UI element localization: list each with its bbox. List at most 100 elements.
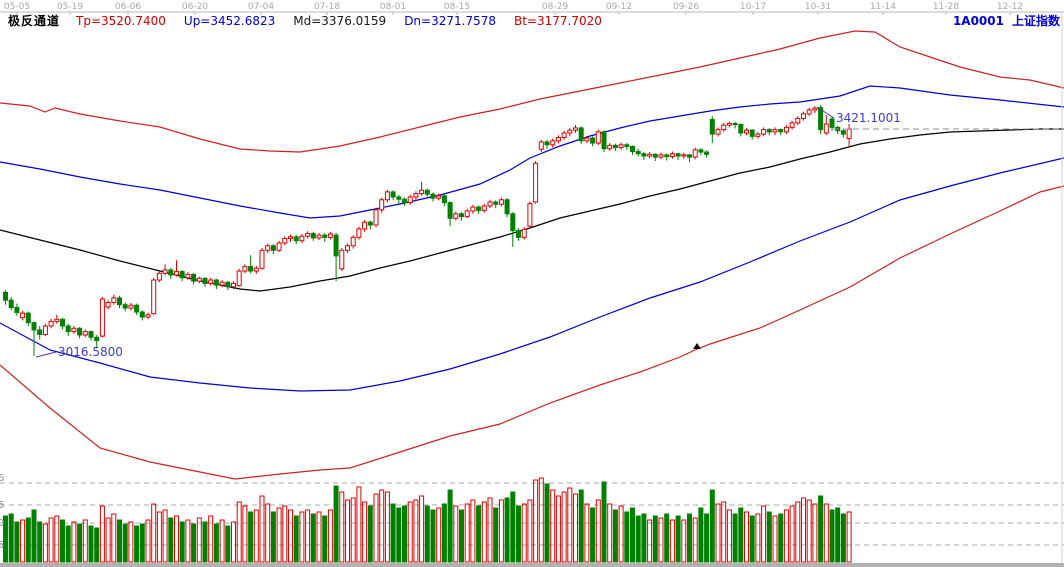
candle-body — [179, 271, 185, 279]
volume-bar — [94, 527, 100, 563]
volume-bar — [607, 503, 613, 563]
volume-bar — [219, 519, 225, 563]
volume-bar — [555, 495, 561, 563]
candle-body — [561, 132, 567, 138]
volume-bar — [156, 511, 162, 563]
volume-bar — [738, 507, 744, 563]
volume-bar — [145, 519, 151, 563]
candle-body — [801, 113, 806, 119]
volume-bar — [225, 525, 231, 563]
volume-bar — [464, 503, 470, 563]
candle-body — [795, 117, 801, 124]
volume-bar — [652, 515, 658, 563]
volume-bar — [818, 495, 824, 563]
candle-body — [37, 329, 43, 335]
volume-bar — [179, 521, 185, 563]
volume-bar — [339, 491, 345, 563]
volume-bar — [783, 509, 789, 563]
volume-bar — [561, 491, 567, 563]
volume-bar — [829, 509, 835, 563]
candle-body — [681, 154, 687, 157]
candle-body — [316, 234, 322, 239]
volume-bar — [327, 509, 333, 563]
volume-bar — [208, 515, 214, 563]
volume-bar — [185, 519, 191, 563]
bottom-strip — [0, 563, 1064, 567]
candle-body — [789, 122, 795, 128]
volume-bar — [516, 505, 521, 563]
low-price-label-callout-line — [35, 351, 57, 358]
volume-bar — [498, 499, 504, 563]
volume-bar — [345, 499, 350, 563]
candle-body — [31, 322, 37, 331]
candle-body — [749, 129, 755, 137]
date-tick-label: 05-05 — [4, 2, 30, 12]
volume-bar — [732, 513, 738, 563]
candle-body — [675, 153, 681, 157]
candle-body — [527, 203, 533, 227]
candle-body — [396, 196, 402, 200]
candle-body — [607, 144, 613, 150]
volume-bar — [721, 501, 727, 563]
candle-body — [117, 297, 122, 306]
volume-bar — [590, 507, 596, 563]
volume-bar — [384, 491, 390, 563]
candle-body — [812, 107, 818, 111]
candle-body — [151, 279, 157, 315]
candle-body — [778, 129, 784, 133]
candle-body — [630, 145, 635, 153]
volume-bar — [356, 486, 362, 563]
candle-body — [276, 242, 282, 251]
channel-lower-blue — [0, 157, 1064, 392]
volume-bar — [544, 483, 550, 563]
candle-body — [327, 233, 333, 238]
candle-body — [362, 221, 368, 230]
candle-body — [647, 153, 653, 157]
volume-bar — [744, 511, 749, 563]
candle-body — [567, 129, 573, 134]
candle-body — [533, 162, 539, 203]
candle-body — [459, 213, 464, 218]
candle-body — [88, 331, 94, 338]
candle-body — [322, 234, 328, 238]
volume-bar — [612, 509, 618, 563]
candle-body — [829, 118, 835, 128]
volume-bar — [573, 493, 578, 563]
candle-body — [202, 277, 208, 284]
candle-body — [538, 141, 544, 150]
triangle-marker-icon — [693, 343, 701, 349]
candle-body — [755, 133, 761, 137]
candle-body — [635, 151, 641, 155]
candle-body — [761, 129, 767, 135]
volume-bar — [82, 519, 88, 563]
candle-body — [578, 127, 584, 142]
volume-bar — [99, 505, 105, 563]
candle-body — [156, 272, 162, 281]
date-tick-label: 06-06 — [115, 2, 141, 12]
date-tick-label: 05-19 — [57, 2, 83, 12]
channel-top-red — [0, 30, 1064, 153]
volume-bar — [624, 511, 630, 563]
volume-bar — [14, 521, 20, 563]
volume-bar — [367, 505, 373, 563]
volume-bar — [846, 511, 852, 563]
candle-body — [373, 209, 379, 226]
volume-bar — [538, 477, 544, 563]
volume-bar — [436, 507, 442, 563]
volume-bar — [715, 503, 721, 563]
volume-bar — [139, 523, 145, 563]
candle-body — [823, 123, 829, 134]
volume-bar — [419, 495, 425, 563]
candle-body — [134, 304, 140, 313]
candle-body — [424, 189, 430, 195]
volume-bar — [481, 501, 487, 563]
volume-bar — [470, 499, 476, 563]
low-price-label: 3016.5800 — [58, 345, 123, 359]
volume-bar — [65, 525, 71, 563]
volume-bar — [60, 519, 65, 563]
candle-body — [299, 235, 305, 242]
candle-body — [384, 191, 390, 201]
candle-body — [14, 307, 20, 314]
